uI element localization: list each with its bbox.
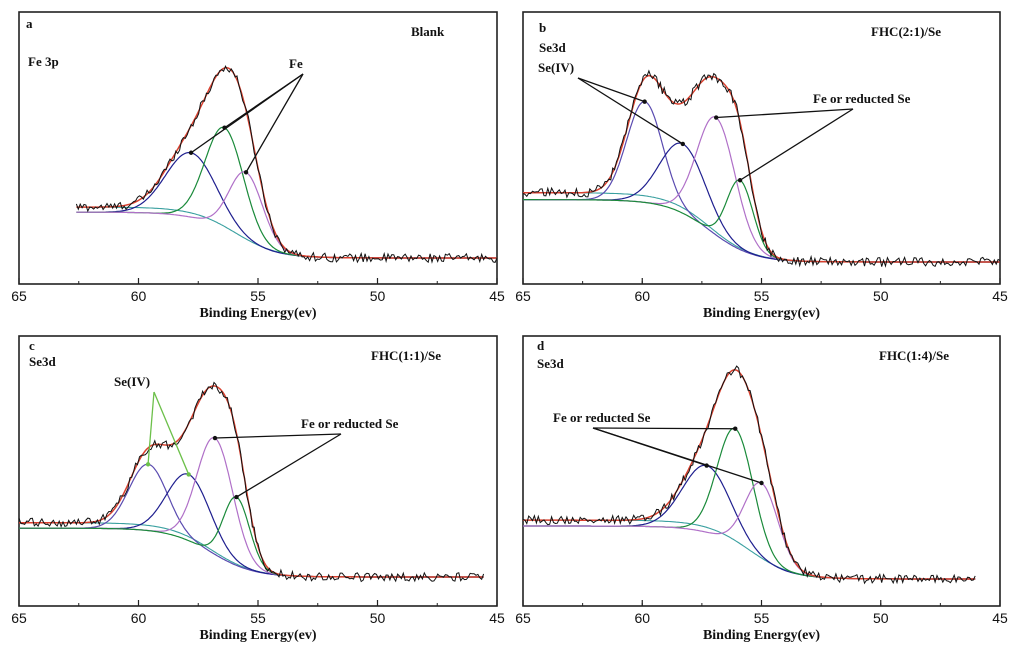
component-peak [523, 481, 976, 580]
annotation-label: Fe or reducted Se [813, 91, 911, 106]
x-tick-label: 65 [11, 610, 27, 626]
x-tick-label: 50 [370, 610, 386, 626]
panel-letter: a [26, 16, 33, 31]
panel-a: 65 60 55 50 45 Binding Energy(ev) a Fe 3p Blank F… [11, 11, 505, 321]
plot-frame [18, 11, 498, 285]
component-peak [76, 126, 497, 259]
component-peak [19, 437, 484, 578]
panel-letter: c [29, 338, 35, 353]
x-tick-label: 45 [992, 610, 1008, 626]
annotation-arrowhead [243, 170, 249, 175]
raw-spectrum [522, 365, 976, 585]
x-axis-title: Binding Energy(ev) [703, 628, 820, 643]
annotation-arrowhead [733, 426, 738, 431]
plot-frame [522, 335, 1001, 607]
annotation-arrowhead [737, 178, 743, 183]
x-tick-label: 50 [873, 288, 889, 304]
annotation-arrow [214, 433, 342, 439]
annotation-arrowhead [222, 125, 227, 130]
annotation-arrow [716, 108, 854, 119]
annotation-arrow [592, 427, 762, 484]
x-tick-label: 55 [250, 288, 266, 304]
x-tick-label: 50 [873, 610, 889, 626]
x-tick-label: 60 [634, 288, 650, 304]
region-label: Se3d [29, 354, 57, 369]
sample-label: Blank [411, 24, 445, 39]
x-tick-label: 45 [489, 610, 505, 626]
x-tick-label: 65 [11, 288, 27, 304]
x-tick-label: 65 [515, 610, 531, 626]
component-peak [76, 151, 497, 259]
component-peak [523, 427, 976, 580]
annotation-arrowhead [145, 462, 151, 467]
annotation-arrowhead [234, 494, 239, 500]
annotation-label: Fe or reducted Se [553, 410, 651, 425]
envelope-fit [19, 385, 484, 578]
x-tick-label: 60 [634, 610, 650, 626]
region-label: Se3d [539, 40, 567, 55]
panel-letter: b [539, 20, 546, 35]
region-label: Se3d [537, 356, 565, 371]
annotation-label: Se(IV) [114, 374, 150, 389]
annotation-arrowhead [642, 99, 647, 104]
raw-spectrum [18, 381, 485, 583]
panel-letter: d [537, 338, 545, 353]
component-peak [523, 464, 976, 580]
annotation-arrowhead [759, 480, 764, 486]
x-tick-label: 60 [131, 610, 147, 626]
annotation-label: Se(IV) [538, 60, 574, 75]
x-axis-title: Binding Energy(ev) [703, 306, 820, 321]
component-peak [523, 142, 1000, 263]
panel-b: 65 60 55 50 45 Binding Energy(ev) b Se3d FHC(2:1… [515, 11, 1008, 321]
x-tick-label: 55 [754, 288, 770, 304]
x-tick-label: 45 [489, 288, 505, 304]
raw-spectrum [522, 69, 1001, 268]
annotation-arrow [153, 391, 190, 475]
annotation-arrow [577, 77, 684, 145]
background-curve [523, 519, 976, 580]
sample-label: FHC(1:1)/Se [371, 348, 441, 363]
annotation-arrow [245, 73, 304, 173]
x-tick-label: 55 [250, 610, 266, 626]
annotation-arrow [592, 427, 736, 430]
x-axis-title: Binding Energy(ev) [199, 306, 316, 321]
component-peak [19, 473, 484, 578]
component-peak [19, 496, 484, 578]
panel-d: 65 60 55 50 45 Binding Energy(ev) d Se3d FHC(1:4… [515, 335, 1008, 643]
x-axis-title: Binding Energy(ev) [199, 628, 316, 643]
region-label: Fe 3p [28, 54, 59, 69]
annotation-arrow [224, 73, 304, 129]
sample-label: FHC(1:4)/Se [879, 348, 949, 363]
annotation-arrowhead [212, 435, 218, 441]
x-tick-label: 50 [370, 288, 386, 304]
annotation-arrow [739, 108, 854, 181]
envelope-fit [523, 369, 976, 580]
annotation-arrowhead [680, 141, 685, 147]
component-peak [76, 171, 497, 259]
annotation-arrow [147, 391, 155, 465]
sample-label: FHC(2:1)/Se [871, 24, 941, 39]
x-tick-label: 60 [131, 288, 147, 304]
x-tick-label: 65 [515, 288, 531, 304]
background-curve [523, 192, 1000, 263]
annotation-arrow [236, 433, 342, 498]
annotation-arrow [577, 77, 645, 103]
annotation-arrowhead [186, 472, 191, 477]
x-tick-label: 55 [754, 610, 770, 626]
plot-frame [522, 11, 1001, 285]
raw-spectrum [75, 64, 498, 264]
annotation-arrowhead [188, 150, 194, 155]
envelope-fit [76, 66, 497, 259]
x-tick-label: 45 [992, 288, 1008, 304]
component-peak [523, 116, 1000, 263]
annotation-label: Fe [289, 56, 303, 71]
annotation-label: Fe or reducted Se [301, 416, 399, 431]
annotation-arrowhead [713, 115, 719, 120]
